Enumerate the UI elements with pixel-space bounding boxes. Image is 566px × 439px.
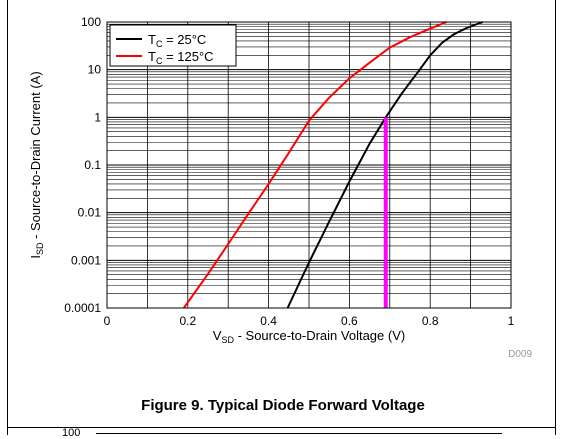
y-tick-label: 100 [81, 15, 101, 29]
page-border-left [7, 0, 8, 435]
x-tick-label: 0.4 [260, 314, 277, 328]
legend-box [109, 24, 237, 67]
y-tick-label: 0.0001 [64, 301, 101, 315]
figure-caption: Figure 9. Typical Diode Forward Voltage [141, 397, 425, 414]
next-figure-top-border [96, 433, 502, 434]
x-tick-label: 0.8 [422, 314, 439, 328]
legend-label: TC = 25°C [148, 32, 206, 49]
y-tick-label: 0.1 [84, 158, 101, 172]
figure-code: D009 [508, 349, 532, 360]
series-line [182, 21, 447, 309]
x-tick-label: 1 [508, 314, 515, 328]
y-tick-label: 0.01 [78, 206, 102, 220]
y-axis-label: ISD - Source-to-Drain Current (A) [28, 71, 45, 258]
x-tick-label: 0.2 [179, 314, 196, 328]
legend: TC = 25°CTC = 125°C [109, 24, 237, 67]
grid [107, 22, 511, 308]
figure-divider [7, 427, 556, 428]
chart: TC = 25°CTC = 125°C 0 0.2 0.4 0.6 0.8 1 100 10 1… [28, 15, 532, 360]
x-axis-label: VSD - Source-to-Drain Voltage (V) [213, 328, 405, 345]
y-tick-label: 0.001 [71, 253, 101, 267]
x-tick-label: 0.6 [341, 314, 358, 328]
tick-labels: 0 0.2 0.4 0.6 0.8 1 100 10 1 0.1 0.01 0.001 0.0001 [64, 15, 514, 328]
next-figure-y-tick: 100 [62, 427, 81, 439]
x-tick-label: 0 [104, 314, 111, 328]
plot-border [106, 21, 512, 309]
legend-label: TC = 125°C [148, 49, 214, 66]
series-lines [182, 21, 484, 309]
y-tick-label: 1 [94, 110, 101, 124]
page-border-right [555, 0, 556, 435]
y-tick-label: 10 [88, 63, 102, 77]
series-line [286, 21, 484, 309]
